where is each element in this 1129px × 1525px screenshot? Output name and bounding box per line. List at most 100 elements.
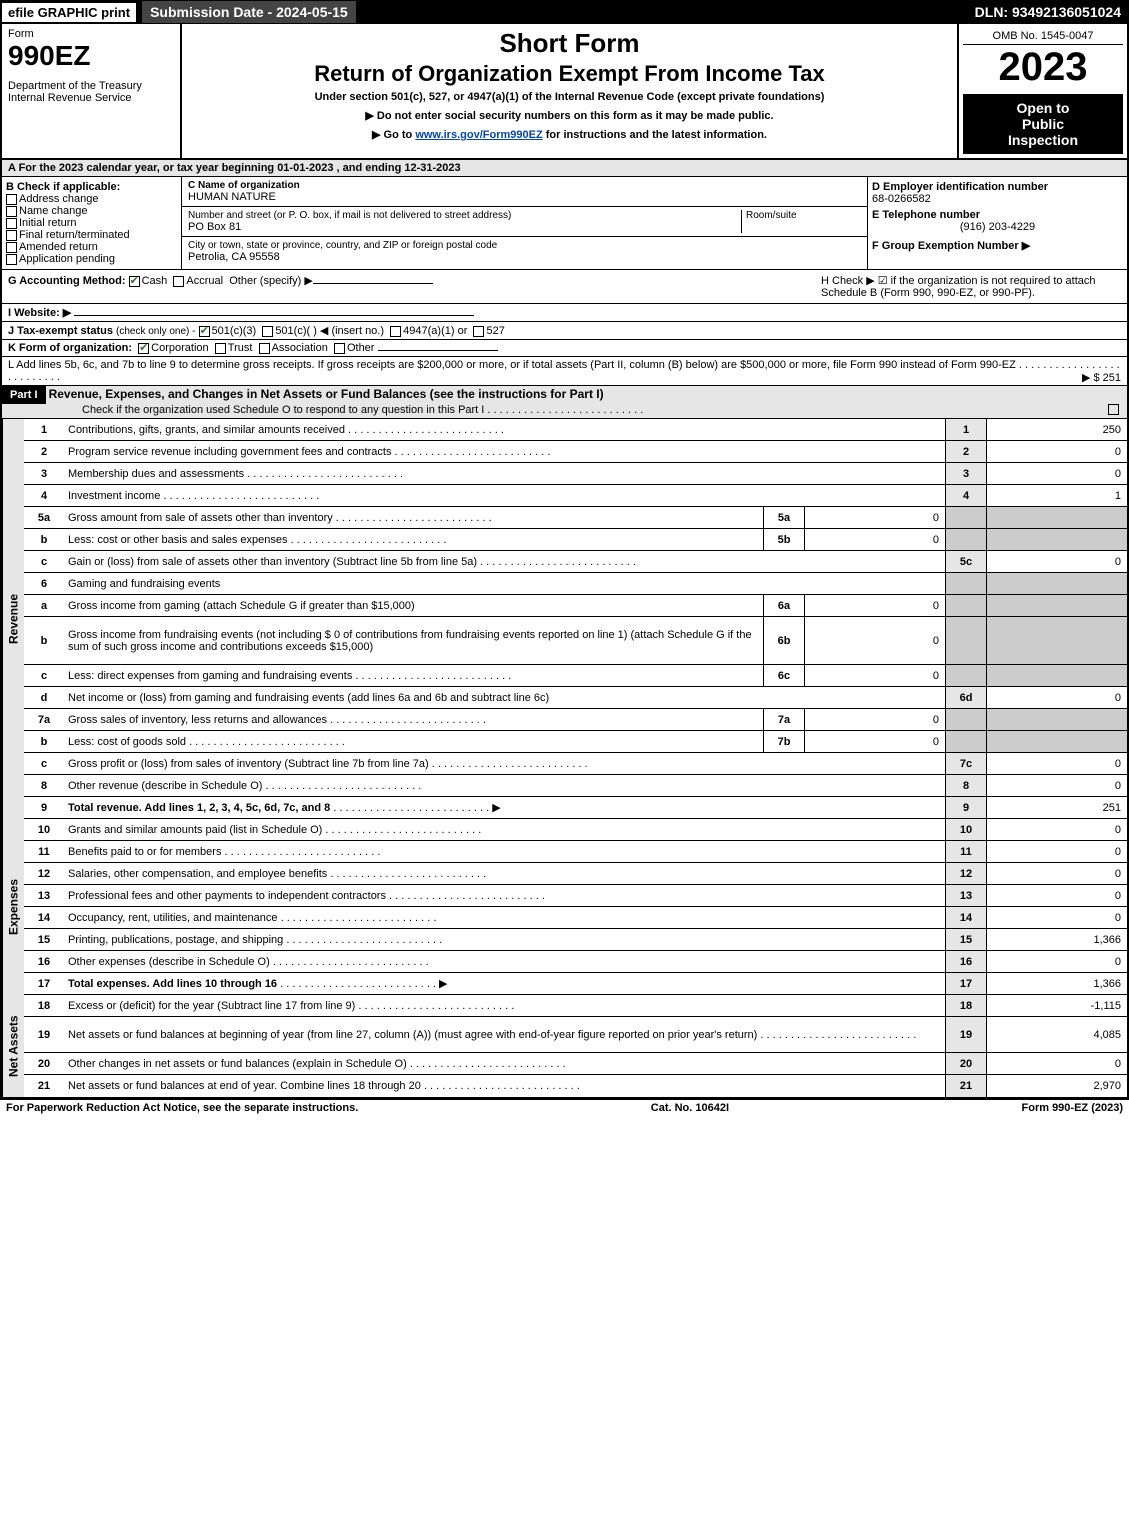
line-12: 12Salaries, other compensation, and empl… — [24, 863, 1127, 885]
netassets-section: Net Assets 18Excess or (deficit) for the… — [0, 995, 1129, 1099]
line-4: 4Investment income41 — [24, 485, 1127, 507]
street-address: PO Box 81 — [188, 221, 741, 233]
line-2: 2Program service revenue including gover… — [24, 441, 1127, 463]
line-11: 11Benefits paid to or for members110 — [24, 841, 1127, 863]
city-state-zip: Petrolia, CA 95558 — [188, 251, 861, 263]
do-not-enter: ▶ Do not enter social security numbers o… — [186, 109, 953, 122]
footer-right: Form 990-EZ (2023) — [1022, 1102, 1124, 1114]
line-6: 6Gaming and fundraising events — [24, 573, 1127, 595]
page-footer: For Paperwork Reduction Act Notice, see … — [0, 1099, 1129, 1116]
E-phone-label: E Telephone number — [872, 209, 1123, 221]
line-15: 15Printing, publications, postage, and s… — [24, 929, 1127, 951]
netassets-sidelabel: Net Assets — [2, 995, 24, 1097]
H-schedule-b: H Check ▶ ☑ if the organization is not r… — [821, 274, 1121, 299]
info-block: B Check if applicable: Address change Na… — [0, 177, 1129, 270]
form-number: 990EZ — [8, 40, 174, 72]
goto-instructions: ▶ Go to www.irs.gov/Form990EZ for instru… — [186, 128, 953, 141]
chk-corporation[interactable] — [138, 343, 149, 354]
line-7a: 7aGross sales of inventory, less returns… — [24, 709, 1127, 731]
part-I-tab: Part I — [2, 386, 46, 404]
topbar: efile GRAPHIC print Submission Date - 20… — [0, 0, 1129, 24]
section-B: B Check if applicable: Address change Na… — [2, 177, 182, 269]
F-group-label: F Group Exemption Number ▶ — [872, 239, 1123, 252]
line-3: 3Membership dues and assessments30 — [24, 463, 1127, 485]
line-8: 8Other revenue (describe in Schedule O)8… — [24, 775, 1127, 797]
efile-print-label[interactable]: efile GRAPHIC print — [0, 1, 138, 24]
chk-trust[interactable] — [215, 343, 226, 354]
chk-accrual[interactable] — [173, 276, 184, 287]
line-10: 10Grants and similar amounts paid (list … — [24, 819, 1127, 841]
chk-application-pending[interactable]: Application pending — [6, 253, 177, 265]
line-21: 21Net assets or fund balances at end of … — [24, 1075, 1127, 1097]
open-public-inspection: Open to Public Inspection — [963, 94, 1123, 154]
line-18: 18Excess or (deficit) for the year (Subt… — [24, 995, 1127, 1017]
C-name-label: C Name of organization — [188, 180, 861, 191]
footer-catno: Cat. No. 10642I — [358, 1102, 1021, 1114]
chk-501c3[interactable] — [199, 326, 210, 337]
line-5a: 5aGross amount from sale of assets other… — [24, 507, 1127, 529]
line-5c: cGain or (loss) from sale of assets othe… — [24, 551, 1127, 573]
part-I-header: Part I Revenue, Expenses, and Changes in… — [0, 386, 1129, 419]
form-header: Form 990EZ Department of the Treasury In… — [0, 24, 1129, 160]
form-word: Form — [8, 28, 174, 40]
dept-treasury: Department of the Treasury — [8, 80, 174, 92]
revenue-sidelabel: Revenue — [2, 419, 24, 819]
chk-address-change[interactable]: Address change — [6, 193, 177, 205]
return-title: Return of Organization Exempt From Incom… — [186, 61, 953, 87]
short-form-title: Short Form — [186, 28, 953, 59]
ein-value: 68-0266582 — [872, 193, 1123, 205]
C-street-label: Number and street (or P. O. box, if mail… — [188, 210, 741, 221]
chk-schedule-o[interactable] — [1108, 404, 1119, 415]
section-C: C Name of organization HUMAN NATURE Numb… — [182, 177, 867, 269]
D-ein-label: D Employer identification number — [872, 181, 1123, 193]
chk-amended-return[interactable]: Amended return — [6, 241, 177, 253]
section-DEF: D Employer identification number 68-0266… — [867, 177, 1127, 269]
line-17: 17Total expenses. Add lines 10 through 1… — [24, 973, 1127, 995]
dln: DLN: 93492136051024 — [975, 4, 1129, 20]
chk-final-return[interactable]: Final return/terminated — [6, 229, 177, 241]
line-20: 20Other changes in net assets or fund ba… — [24, 1053, 1127, 1075]
chk-association[interactable] — [259, 343, 270, 354]
chk-527[interactable] — [473, 326, 484, 337]
C-city-label: City or town, state or province, country… — [188, 240, 861, 251]
line-1: 1Contributions, gifts, grants, and simil… — [24, 419, 1127, 441]
org-name: HUMAN NATURE — [188, 191, 861, 203]
phone-value: (916) 203-4229 — [872, 221, 1123, 233]
line-6a: aGross income from gaming (attach Schedu… — [24, 595, 1127, 617]
line-7c: cGross profit or (loss) from sales of in… — [24, 753, 1127, 775]
line-14: 14Occupancy, rent, utilities, and mainte… — [24, 907, 1127, 929]
line-13: 13Professional fees and other payments t… — [24, 885, 1127, 907]
chk-initial-return[interactable]: Initial return — [6, 217, 177, 229]
section-I: I Website: ▶ — [0, 304, 1129, 322]
chk-cash[interactable] — [129, 276, 140, 287]
line-6c: cLess: direct expenses from gaming and f… — [24, 665, 1127, 687]
footer-left: For Paperwork Reduction Act Notice, see … — [6, 1102, 358, 1114]
section-GH: G Accounting Method: Cash Accrual Other … — [0, 270, 1129, 304]
chk-name-change[interactable]: Name change — [6, 205, 177, 217]
section-K: K Form of organization: Corporation Trus… — [0, 340, 1129, 357]
chk-4947[interactable] — [390, 326, 401, 337]
expenses-sidelabel: Expenses — [2, 819, 24, 995]
line-16: 16Other expenses (describe in Schedule O… — [24, 951, 1127, 973]
line-5b: bLess: cost or other basis and sales exp… — [24, 529, 1127, 551]
line-7b: bLess: cost of goods sold7b0 — [24, 731, 1127, 753]
expenses-section: Expenses 10Grants and similar amounts pa… — [0, 819, 1129, 995]
website-input[interactable] — [74, 315, 474, 316]
line-6b: bGross income from fundraising events (n… — [24, 617, 1127, 665]
tax-year: 2023 — [963, 45, 1123, 90]
line-A-taxyear: A For the 2023 calendar year, or tax yea… — [0, 160, 1129, 177]
room-suite-label: Room/suite — [746, 210, 861, 221]
irs-link[interactable]: www.irs.gov/Form990EZ — [415, 129, 542, 141]
dept-irs: Internal Revenue Service — [8, 92, 174, 104]
line-19: 19Net assets or fund balances at beginni… — [24, 1017, 1127, 1053]
gross-receipts: ▶ $ 251 — [1082, 371, 1121, 384]
chk-other[interactable] — [334, 343, 345, 354]
submission-date: Submission Date - 2024-05-15 — [142, 1, 356, 23]
B-label: B Check if applicable: — [6, 181, 177, 193]
chk-501c[interactable] — [262, 326, 273, 337]
revenue-section: Revenue 1Contributions, gifts, grants, a… — [0, 419, 1129, 819]
G-label: G Accounting Method: — [8, 275, 126, 287]
line-6d: dNet income or (loss) from gaming and fu… — [24, 687, 1127, 709]
under-section: Under section 501(c), 527, or 4947(a)(1)… — [186, 91, 953, 103]
section-L: L Add lines 5b, 6c, and 7b to line 9 to … — [0, 357, 1129, 386]
